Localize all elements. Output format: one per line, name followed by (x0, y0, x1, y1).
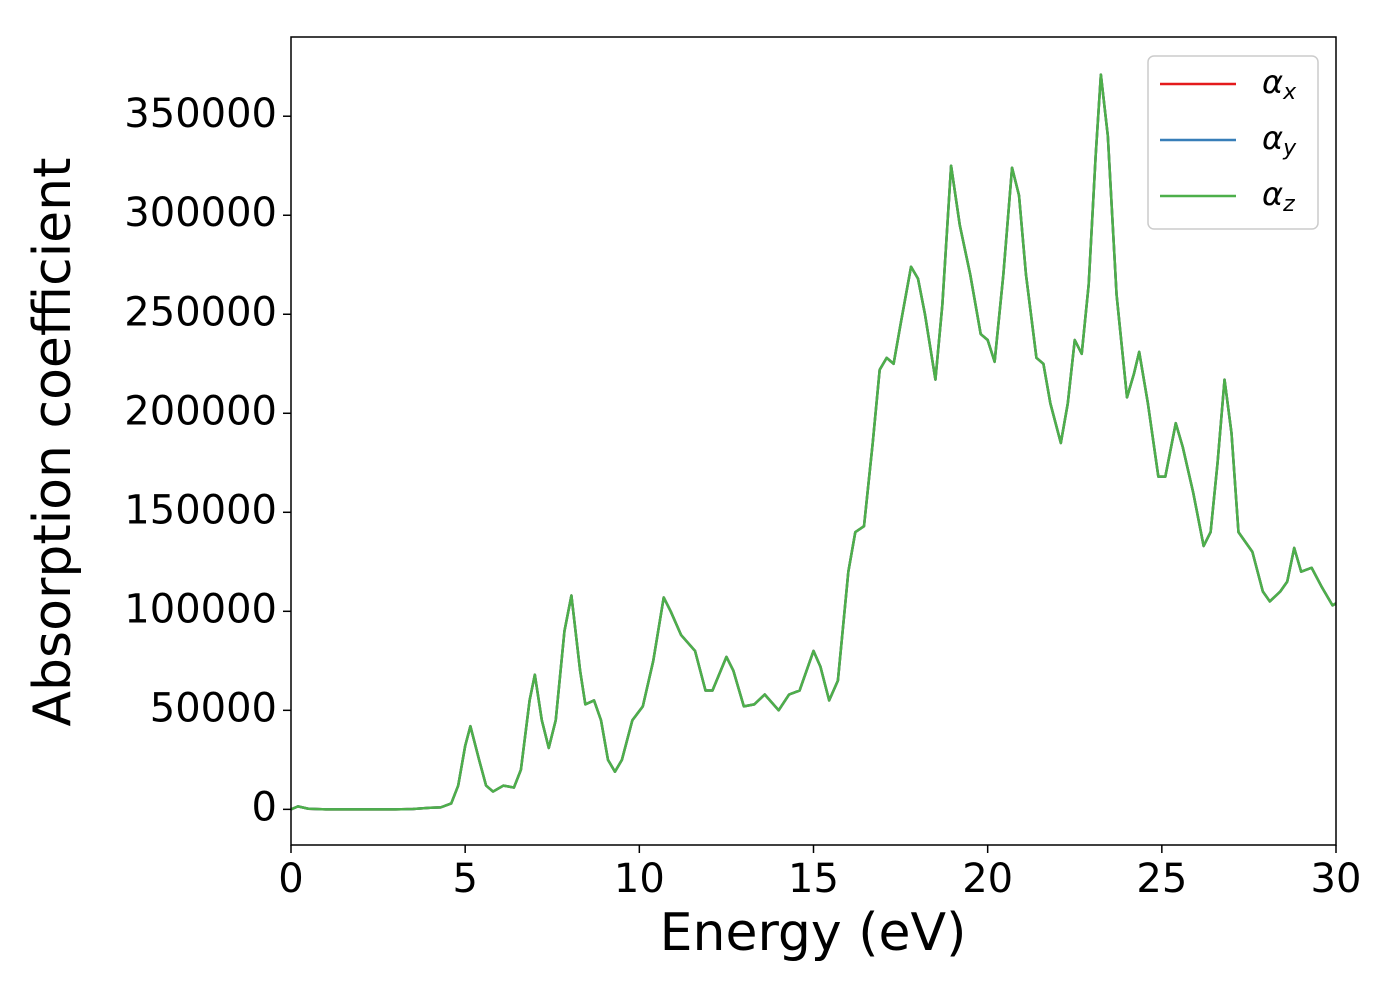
y-tick-label: 150000 (124, 487, 277, 533)
x-tick-label: 20 (962, 856, 1013, 902)
x-tick-label: 10 (614, 856, 665, 902)
x-tick-label: 0 (278, 856, 303, 902)
y-tick-label: 250000 (124, 289, 277, 335)
x-tick-label: 25 (1136, 856, 1187, 902)
y-tick-label: 200000 (124, 388, 277, 434)
series-line (291, 73, 1336, 811)
x-axis-label: Energy (eV) (660, 903, 967, 963)
x-tick-label: 15 (788, 856, 839, 902)
y-tick-label: 100000 (124, 586, 277, 632)
x-tick-label: 5 (452, 856, 477, 902)
y-tick-label: 300000 (124, 190, 277, 236)
y-tick-label: 50000 (150, 685, 277, 731)
y-tick-label: 350000 (124, 91, 277, 137)
plot-frame (290, 36, 1337, 846)
y-axis-label: Absorption coefficient (23, 157, 83, 726)
x-tick-label: 30 (1311, 856, 1362, 902)
legend-box (1147, 55, 1319, 230)
y-tick-label: 0 (252, 784, 277, 830)
